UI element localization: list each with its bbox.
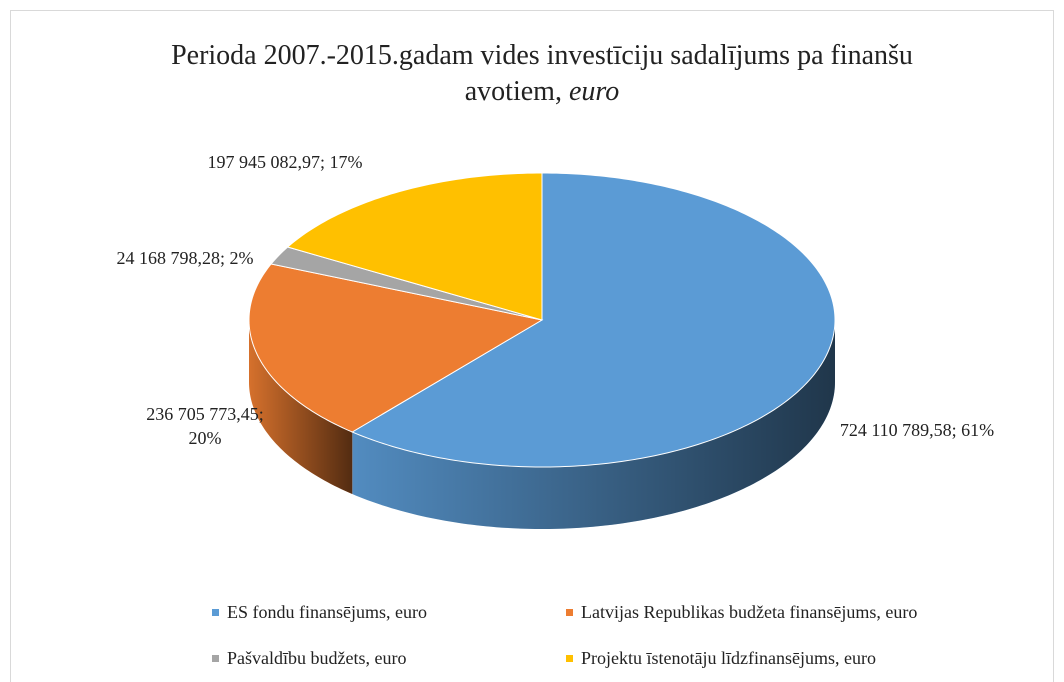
data-label: 236 705 773,45; 20%: [146, 404, 264, 448]
legend-label: Projektu īstenotāju līdzfinansējums, eur…: [581, 648, 876, 668]
pie-slice: [286, 172, 543, 321]
legend-item: Pašvaldību budžets, euro: [212, 648, 406, 669]
slice-side-shade: [352, 320, 835, 529]
legend-label: ES fondu finansējums, euro: [227, 602, 427, 622]
data-label: 24 168 798,28; 2%: [116, 248, 254, 268]
legend-swatch: [212, 609, 219, 616]
legend-item: ES fondu finansējums, euro: [212, 602, 427, 623]
title-emphasis: euro: [568, 76, 620, 107]
chart-title: Perioda 2007.-2015.gadam vides investīci…: [152, 38, 932, 110]
slice-side-shade: [249, 320, 353, 494]
pie-slice: [351, 172, 836, 468]
title-text: Perioda 2007.-2015.gadam vides investīci…: [171, 40, 913, 107]
legend-swatch: [212, 655, 219, 662]
legend-item: Latvijas Republikas budžeta finansējums,…: [566, 602, 917, 623]
pie-slice: [248, 263, 544, 433]
legend-swatch: [566, 609, 573, 616]
data-label: 724 110 789,58; 61%: [839, 420, 995, 440]
pie-slice: [270, 246, 543, 321]
legend-item: Projektu īstenotāju līdzfinansējums, eur…: [566, 648, 876, 669]
legend-label: Latvijas Republikas budžeta finansējums,…: [581, 602, 918, 622]
legend-swatch: [566, 655, 573, 662]
data-label: 197 945 082,97; 17%: [207, 152, 363, 172]
legend-label: Pašvaldību budžets, euro: [227, 648, 407, 668]
